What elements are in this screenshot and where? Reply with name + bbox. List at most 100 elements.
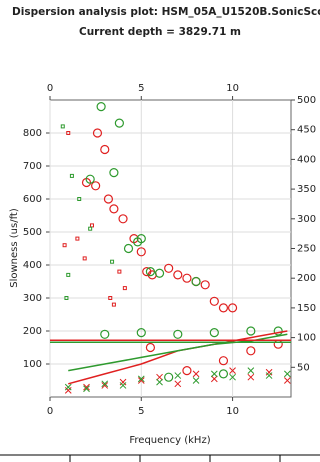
point <box>62 243 67 248</box>
y2-tick-label: 100 <box>297 333 316 344</box>
point <box>91 181 101 191</box>
point <box>218 356 229 366</box>
x-tick-label: 5 <box>138 406 144 417</box>
y-tick-label: 700 <box>23 161 42 172</box>
point <box>136 328 146 338</box>
point <box>117 269 122 274</box>
point <box>64 383 72 391</box>
y-tick-label: 100 <box>23 359 42 370</box>
y-tick-label: 400 <box>23 260 42 271</box>
point <box>110 259 115 264</box>
plot-area <box>49 99 292 398</box>
point <box>137 375 145 383</box>
point <box>156 373 163 381</box>
point <box>154 268 165 278</box>
point <box>96 101 106 112</box>
point <box>164 263 174 273</box>
point <box>108 296 113 300</box>
x-top-tick-label: 0 <box>47 83 53 94</box>
x-top-tick-label: 5 <box>138 83 144 94</box>
y-tick-label: 800 <box>23 128 42 139</box>
point <box>123 243 134 254</box>
point <box>145 342 156 353</box>
y-tick-label: 500 <box>23 227 42 238</box>
y2-tick-label: 200 <box>297 273 316 284</box>
y2-tick-label: 250 <box>297 244 316 255</box>
point <box>77 197 82 201</box>
point <box>246 326 256 336</box>
y-axis-label: Slowness (us/ft) <box>9 208 20 288</box>
point <box>229 373 236 381</box>
point <box>246 346 256 356</box>
x-axis-label: Frequency (kHz) <box>129 435 210 446</box>
point <box>174 372 182 379</box>
point <box>283 370 291 378</box>
point <box>200 280 210 290</box>
point <box>174 380 182 388</box>
point <box>109 204 119 214</box>
point <box>92 128 103 138</box>
point <box>136 247 146 257</box>
point <box>173 270 183 280</box>
x-tick-label: 10 <box>226 406 239 417</box>
point <box>164 372 174 382</box>
y2-tick-label: 400 <box>297 154 316 165</box>
point <box>191 276 201 287</box>
point <box>137 377 145 384</box>
point <box>192 377 200 384</box>
point <box>192 370 200 378</box>
y-tick-label: 200 <box>23 326 42 337</box>
point <box>119 382 127 389</box>
point <box>247 373 255 381</box>
point <box>210 375 218 383</box>
point <box>83 383 90 391</box>
point <box>64 296 69 300</box>
point <box>88 226 93 231</box>
point <box>100 329 110 339</box>
point <box>209 296 219 306</box>
point <box>209 328 219 338</box>
point <box>182 273 192 283</box>
point <box>114 118 124 128</box>
y-tick-label: 600 <box>23 194 42 205</box>
point <box>122 286 127 291</box>
point <box>103 194 114 204</box>
point <box>83 385 90 393</box>
y-tick-label: 300 <box>23 293 42 304</box>
y2-tick-label: 450 <box>297 125 316 136</box>
point <box>82 256 87 261</box>
point <box>69 173 74 178</box>
point <box>182 366 192 376</box>
y2-tick-label: 300 <box>297 214 316 225</box>
point <box>210 370 218 378</box>
point <box>156 378 163 386</box>
point <box>265 372 273 379</box>
point <box>109 168 119 178</box>
point <box>247 367 255 374</box>
point <box>145 267 156 277</box>
point <box>218 369 229 379</box>
point <box>101 380 109 388</box>
y2-tick-label: 350 <box>297 184 316 195</box>
point <box>273 326 283 336</box>
point <box>60 124 65 129</box>
point <box>283 377 291 384</box>
point <box>85 174 95 184</box>
point <box>229 367 236 374</box>
point <box>173 329 183 339</box>
chart-subtitle: Current depth = 3829.71 m <box>79 26 241 38</box>
point <box>66 272 71 277</box>
chart-title: Dispersion analysis plot: HSM_05A_U1520B… <box>12 6 320 18</box>
point <box>111 302 116 307</box>
y2-tick-label: 50 <box>297 362 310 373</box>
point <box>136 234 146 244</box>
point <box>75 236 80 241</box>
point <box>227 303 238 313</box>
point <box>218 303 229 313</box>
y2-tick-label: 150 <box>297 303 316 314</box>
point <box>118 214 128 224</box>
x-tick-label: 0 <box>47 406 53 417</box>
point <box>101 382 109 389</box>
x-top-tick-label: 10 <box>226 83 239 94</box>
